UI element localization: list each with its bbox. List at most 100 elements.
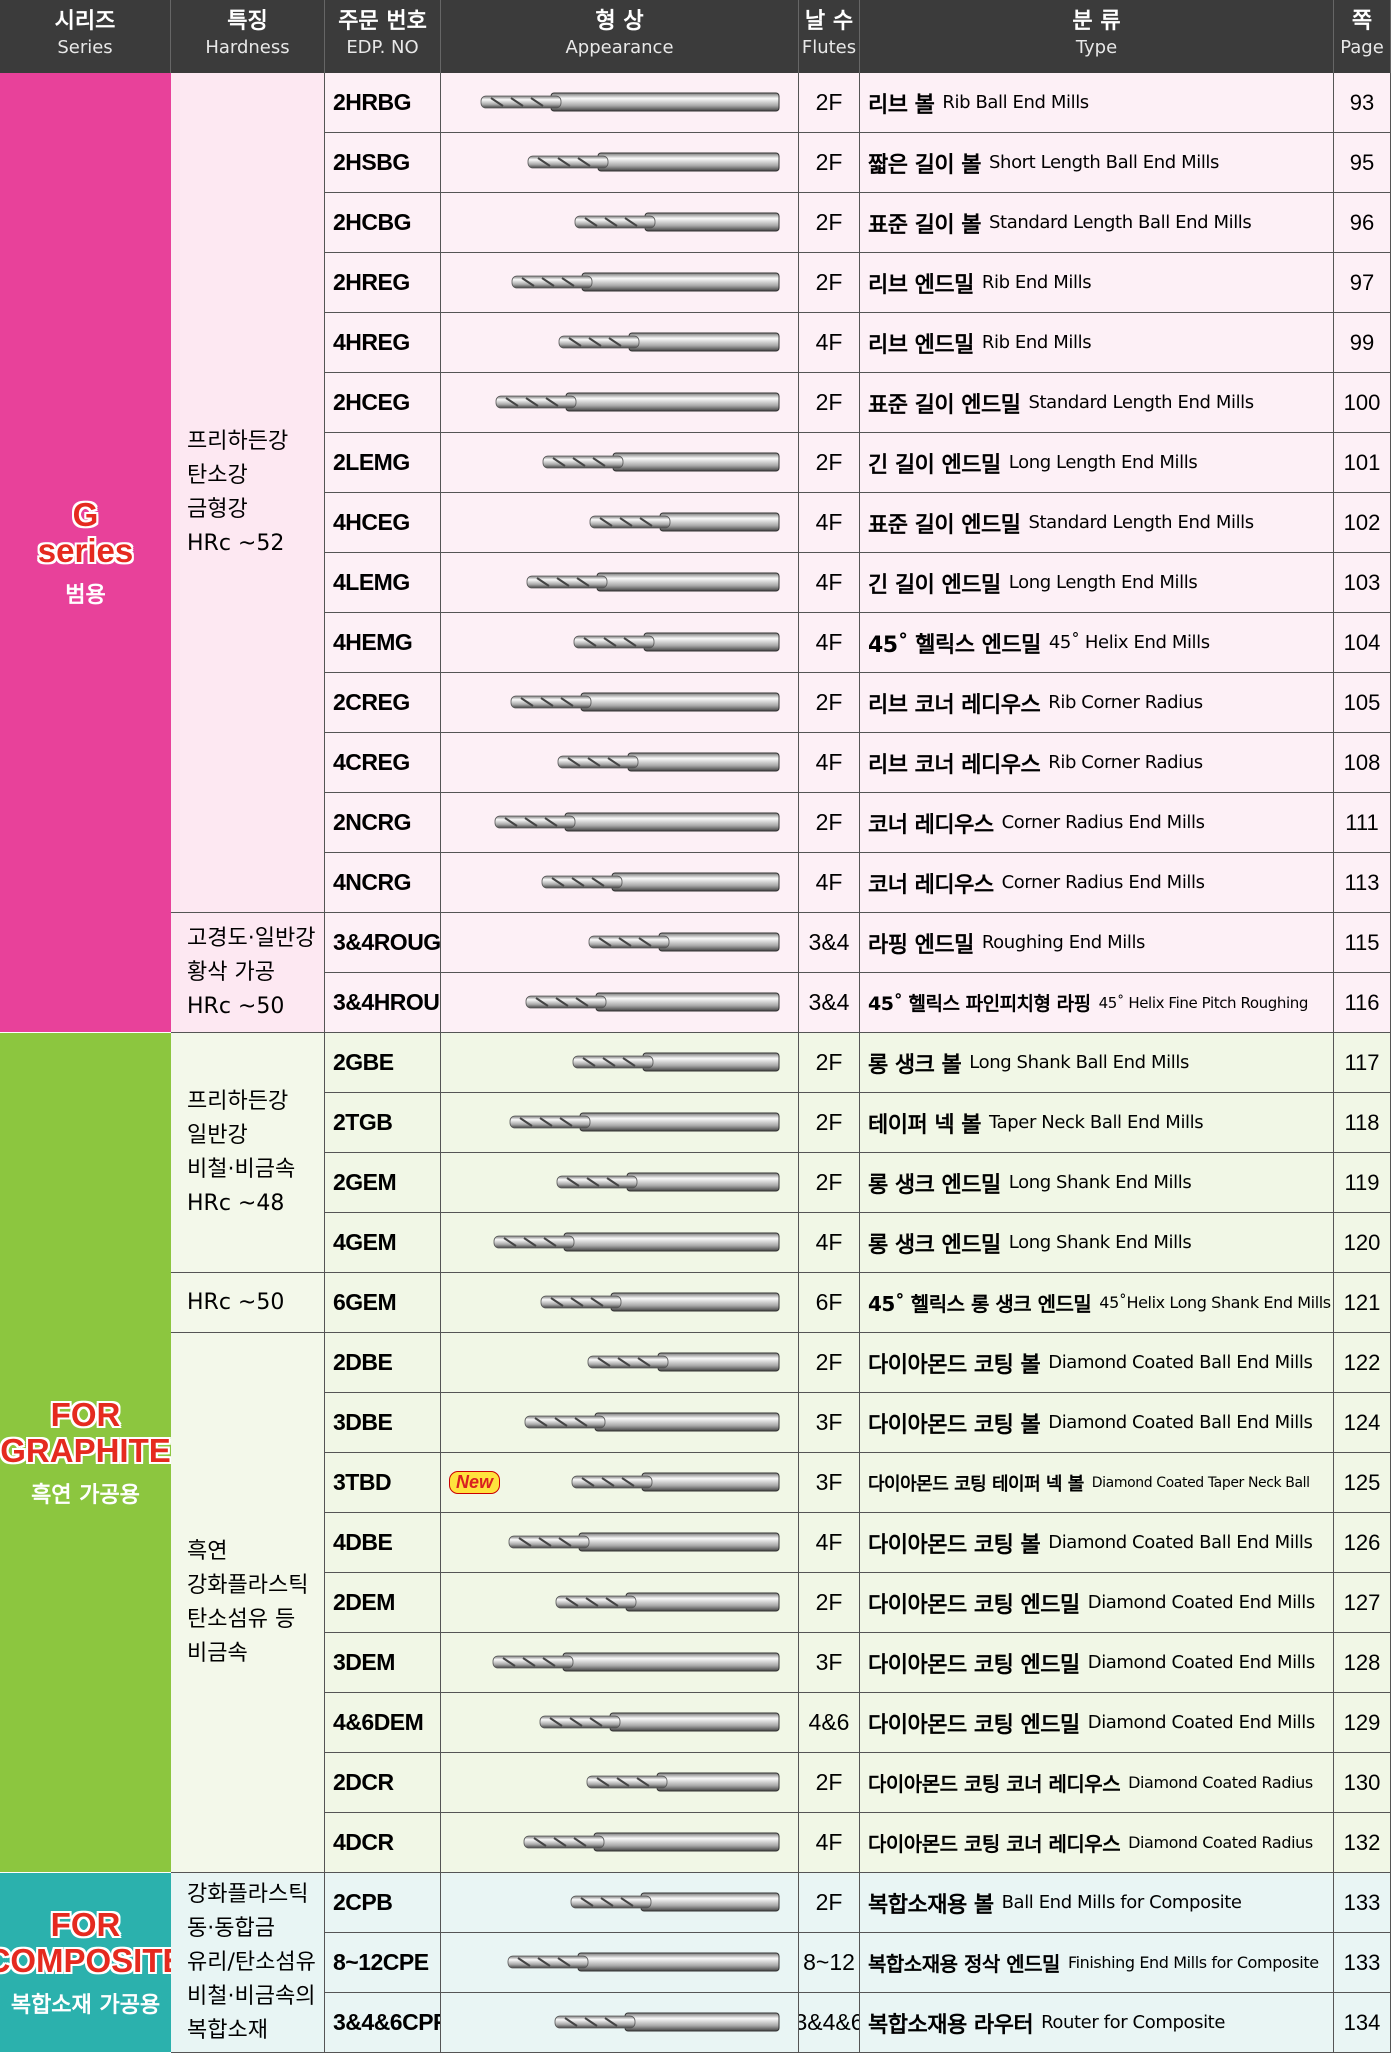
header-en: Hardness [205,37,290,58]
edp-no: 3&4ROUG [325,913,441,973]
tool-image [556,1172,780,1191]
series-sub: 흑연 가공용 [31,1482,140,1508]
edp-no: 4HCEG [325,493,441,553]
edp-no: 3&4HROUG [325,973,441,1033]
page-no: 130 [1334,1753,1391,1813]
tool-image [554,2012,780,2031]
appearance [441,613,799,673]
type-ko: 긴 길이 엔드밀 [868,572,1001,598]
type-en: Rib Corner Radius [1048,752,1203,773]
type-en: Diamond Coated End Mills [1087,1652,1316,1673]
type-en: Diamond Coated Radius [1128,1773,1313,1792]
hardness: 프리하든강 탄소강 금형강 HRc ~52 [171,73,325,913]
type-ko: 복합소재용 라우터 [868,2012,1034,2038]
type-en: Corner Radius End Mills [1001,872,1205,893]
page-no: 120 [1334,1213,1391,1273]
page-no: 103 [1334,553,1391,613]
type-en: Diamond Coated Ball End Mills [1048,1412,1313,1433]
type: 표준 길이 볼 Standard Length Ball End Mills [860,193,1334,253]
appearance [441,553,799,613]
header-ko: 시리즈 [54,9,116,34]
page-no: 118 [1334,1093,1391,1153]
page-no: 117 [1334,1033,1391,1093]
flutes: 2F [799,373,860,433]
header-ko: 형 상 [595,9,644,34]
tool-image [558,332,780,351]
series-name: FOR [50,1395,121,1433]
series: FORCOMPOSITE 복합소재 가공용 [0,1873,171,2053]
hardness-line: 비금속 [187,1640,248,1666]
flutes: 2F [799,1333,860,1393]
tool-image [527,152,780,171]
type: 긴 길이 엔드밀 Long Length End Mills [860,553,1334,613]
type-en: 45˚ Helix End Mills [1048,632,1210,653]
appearance [441,193,799,253]
page-no: 124 [1334,1393,1391,1453]
tool-image [508,1532,780,1551]
type: 코너 레디우스 Corner Radius End Mills [860,793,1334,853]
new-badge: New [449,1471,501,1494]
flutes: 2F [799,1153,860,1213]
appearance [441,73,799,133]
series-name: G [72,495,99,533]
type-ko: 코너 레디우스 [868,812,994,838]
header-cell: 주문 번호 EDP. NO [325,0,441,73]
edp-no: 3TBD [325,1453,441,1513]
appearance [441,913,799,973]
hardness-line: 흑연 [187,1538,228,1564]
type: 짧은 길이 볼 Short Length Ball End Mills [860,133,1334,193]
flutes: 2F [799,1093,860,1153]
flutes: 3F [799,1633,860,1693]
type-en: Finishing End Mills for Composite [1067,1953,1319,1972]
appearance [441,1393,799,1453]
type: 다이아몬드 코팅 볼 Diamond Coated Ball End Mills [860,1393,1334,1453]
type: 롱 생크 볼 Long Shank Ball End Mills [860,1033,1334,1093]
header-en: Flutes [801,37,857,58]
tool-image [586,1772,780,1791]
type-en: Diamond Coated Ball End Mills [1048,1352,1313,1373]
type-ko: 라핑 엔드밀 [868,932,974,958]
page-no: 101 [1334,433,1391,493]
type-en: Diamond Coated Taper Neck Ball [1091,1474,1310,1491]
page-no: 134 [1334,1993,1391,2053]
flutes: 3&4 [799,973,860,1033]
header-cell: 시리즈 Series [0,0,171,73]
type-ko: 다이아몬드 코팅 볼 [868,1532,1041,1558]
hardness-line: HRc ~50 [187,1289,285,1315]
type-en: Rib Ball End Mills [942,92,1089,113]
page-no: 132 [1334,1813,1391,1873]
type-ko: 다이아몬드 코팅 코너 레디우스 [868,1832,1121,1856]
tool-image [557,752,780,771]
flutes: 2F [799,133,860,193]
header-ko: 특징 [227,9,268,34]
tool-image [524,1412,780,1431]
hardness-line: 황삭 가공 [187,959,275,985]
type: 리브 엔드밀 Rib End Mills [860,313,1334,373]
edp-no: 2TGB [325,1093,441,1153]
tool-image [495,392,780,411]
header-en: Series [57,37,113,58]
hardness-line: HRc ~48 [187,1190,285,1216]
type: 라핑 엔드밀 Roughing End Mills [860,913,1334,973]
page-no: 95 [1334,133,1391,193]
tool-image [511,272,780,291]
hardness-line: 강화플라스틱 [187,1881,309,1907]
type: 리브 엔드밀 Rib End Mills [860,253,1334,313]
edp-no: 4HEMG [325,613,441,673]
appearance [441,1273,799,1333]
type: 리브 코너 레디우스 Rib Corner Radius [860,733,1334,793]
tool-image [526,572,780,591]
appearance [441,1513,799,1573]
flutes: 2F [799,673,860,733]
flutes: 4F [799,613,860,673]
appearance [441,1993,799,2053]
type: 복합소재용 라우터 Router for Composite [860,1993,1334,2053]
edp-no: 2DBE [325,1333,441,1393]
flutes: 2F [799,1753,860,1813]
hardness-line: 프리하든강 [187,1088,289,1114]
type-en: Corner Radius End Mills [1001,812,1205,833]
tool-image [507,1952,780,1971]
appearance [441,313,799,373]
hardness-line: 강화플라스틱 [187,1572,309,1598]
hardness-line: 유리/탄소섬유 [187,1949,316,1975]
